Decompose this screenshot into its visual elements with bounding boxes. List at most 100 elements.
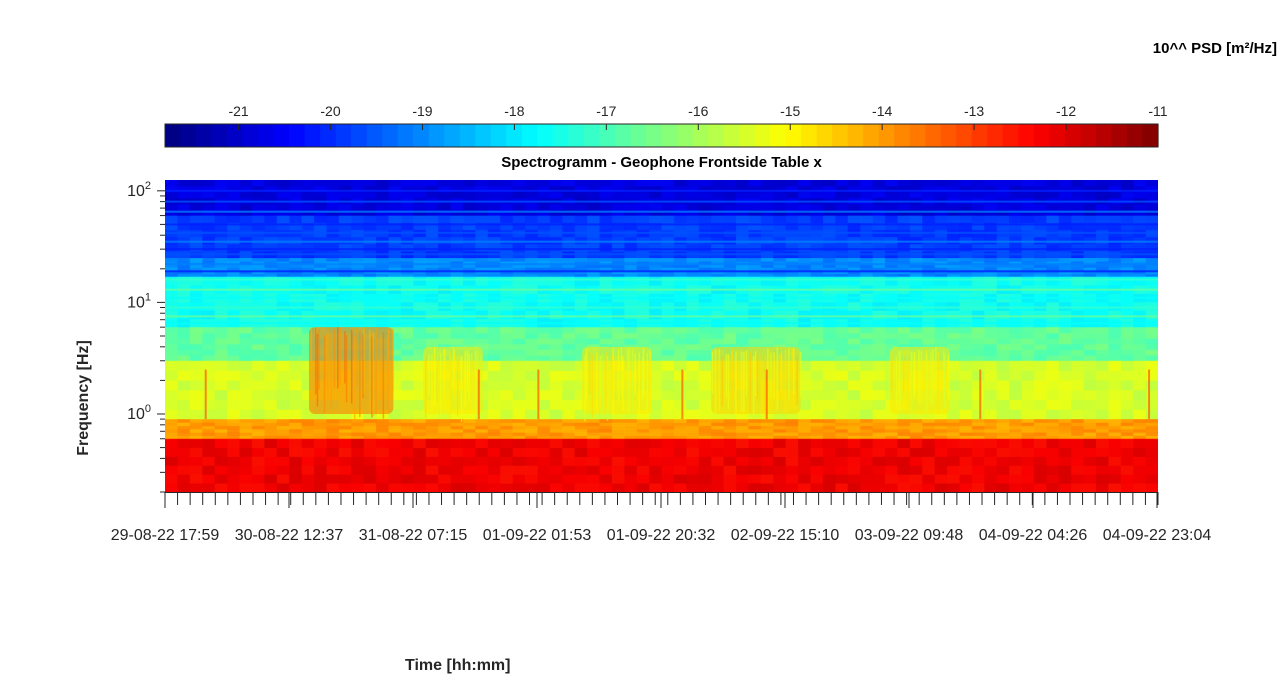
texture-cell	[1071, 432, 1085, 436]
texture-cell	[1095, 432, 1109, 436]
texture-cell	[239, 191, 253, 199]
texture-cell	[1120, 243, 1134, 252]
texture-cell	[313, 438, 327, 449]
texture-cell	[1108, 264, 1122, 268]
texture-cell	[934, 222, 948, 231]
texture-cell	[822, 185, 836, 193]
texture-cell	[798, 370, 811, 381]
texture-cell	[487, 180, 501, 187]
texture-cell	[735, 419, 749, 423]
texture-cell	[599, 203, 613, 211]
texture-cell	[524, 447, 538, 458]
texture-cell	[512, 438, 526, 449]
texture-cell	[1021, 191, 1035, 199]
texture-cell	[438, 425, 451, 430]
texture-cell	[363, 465, 377, 475]
texture-cell	[946, 332, 960, 339]
texture-cell	[1009, 389, 1022, 401]
texture-cell	[251, 483, 265, 492]
texture-cell	[413, 422, 427, 427]
texture-cell	[711, 409, 725, 420]
colorbar-swatch	[413, 124, 430, 147]
texture-cell	[363, 310, 377, 320]
texture-cell	[400, 435, 414, 440]
texture-cell	[1095, 301, 1109, 311]
texture-cell	[313, 425, 327, 430]
texture-cell	[599, 447, 613, 458]
texture-cell	[661, 428, 675, 433]
texture-cell	[537, 349, 551, 356]
texture-cell	[1033, 258, 1047, 262]
texture-cell	[524, 456, 538, 466]
texture-cell	[400, 456, 414, 466]
texture-cell	[897, 409, 911, 420]
texture-cell	[400, 180, 414, 187]
texture-cell	[1120, 360, 1134, 371]
texture-cell	[549, 428, 563, 433]
texture-cell	[388, 428, 402, 433]
texture-cell	[1120, 180, 1134, 187]
texture-cell	[735, 422, 749, 427]
texture-cell	[698, 422, 712, 427]
texture-cell	[475, 310, 489, 320]
texture-cell	[388, 267, 402, 271]
texture-cell	[425, 438, 439, 449]
texture-cell	[810, 428, 824, 433]
texture-cell	[884, 236, 898, 245]
texture-cell	[611, 483, 625, 492]
texture-cell	[835, 428, 849, 433]
burst-streak	[325, 333, 328, 390]
texture-cell	[400, 327, 414, 334]
texture-cell	[251, 327, 265, 334]
texture-cell	[884, 332, 898, 339]
texture-cell	[351, 425, 365, 430]
texture-cell	[1083, 332, 1097, 339]
texture-cell	[500, 409, 514, 420]
texture-cell	[487, 215, 501, 224]
texture-cell	[400, 380, 414, 391]
texture-cell	[599, 428, 613, 433]
texture-cell	[773, 338, 787, 345]
texture-cell	[189, 273, 203, 278]
texture-cell	[351, 209, 365, 217]
texture-cell	[934, 191, 948, 199]
texture-cell	[413, 310, 427, 320]
texture-cell	[748, 180, 762, 187]
texture-cell	[475, 273, 489, 278]
texture-cell	[810, 474, 824, 484]
texture-cell	[562, 349, 576, 356]
texture-cell	[363, 447, 377, 458]
texture-cell	[512, 422, 526, 427]
texture-cell	[165, 343, 178, 351]
texture-cell	[1058, 327, 1072, 334]
colorbar-swatch	[1064, 124, 1082, 147]
texture-cell	[549, 301, 563, 311]
texture-cell	[549, 273, 563, 278]
texture-cell	[1095, 185, 1109, 193]
texture-cell	[897, 310, 911, 320]
texture-cell	[624, 332, 638, 339]
texture-cell	[524, 222, 538, 231]
texture-cell	[537, 264, 551, 268]
texture-cell	[611, 425, 625, 430]
texture-cell	[425, 465, 439, 475]
texture-cell	[860, 236, 874, 245]
texture-cell	[909, 338, 923, 345]
texture-cell	[165, 380, 178, 391]
texture-cell	[810, 258, 824, 262]
colorbar-swatch	[661, 124, 678, 147]
texture-cell	[562, 276, 576, 286]
texture-cell	[425, 428, 439, 433]
burst-streak	[371, 336, 373, 418]
texture-cell	[214, 360, 228, 371]
texture-cell	[909, 474, 923, 484]
texture-cell	[723, 332, 737, 339]
texture-cell	[400, 258, 414, 262]
texture-cell	[512, 465, 526, 475]
texture-cell	[227, 332, 240, 339]
texture-cell	[810, 456, 824, 466]
texture-cell	[338, 483, 352, 492]
texture-cell	[860, 360, 874, 371]
texture-cell	[239, 360, 253, 371]
texture-cell	[661, 389, 675, 401]
